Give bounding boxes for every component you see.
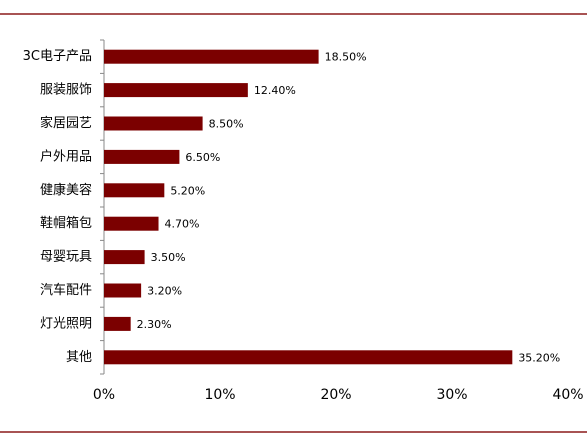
x-tick-label: 0% bbox=[93, 387, 115, 403]
bar bbox=[104, 250, 145, 265]
value-label: 3.50% bbox=[151, 251, 186, 264]
bar bbox=[104, 183, 165, 198]
bar bbox=[104, 316, 131, 331]
y-tick-label: 户外用品 bbox=[40, 148, 92, 164]
y-tick-label: 汽车配件 bbox=[40, 282, 92, 298]
value-label: 5.20% bbox=[170, 184, 205, 197]
value-label: 12.40% bbox=[254, 84, 296, 97]
bar bbox=[104, 116, 203, 131]
x-tick-label: 10% bbox=[204, 387, 235, 403]
value-label: 2.30% bbox=[137, 318, 172, 331]
x-tick-label: 30% bbox=[436, 387, 467, 403]
y-tick-label: 健康美容 bbox=[40, 182, 92, 198]
y-tick-label: 3C电子产品 bbox=[23, 49, 92, 64]
y-tick-label: 家居园艺 bbox=[40, 115, 92, 131]
value-label: 6.50% bbox=[185, 151, 220, 164]
y-tick-label: 鞋帽箱包 bbox=[40, 215, 92, 231]
value-label: 4.70% bbox=[165, 218, 200, 231]
y-tick-label: 服装服饰 bbox=[40, 83, 92, 98]
value-label: 18.50% bbox=[325, 51, 367, 64]
y-tick-label: 母婴玩具 bbox=[40, 250, 92, 265]
bar bbox=[104, 149, 180, 164]
x-tick-label: 40% bbox=[552, 387, 583, 403]
bar bbox=[104, 283, 142, 298]
bar bbox=[104, 83, 248, 98]
x-tick-label: 20% bbox=[320, 387, 351, 403]
y-tick-label: 其他 bbox=[66, 350, 92, 365]
value-label: 3.20% bbox=[147, 285, 182, 298]
value-label: 35.20% bbox=[518, 351, 560, 364]
bar bbox=[104, 216, 159, 231]
value-label: 8.50% bbox=[209, 118, 244, 131]
y-tick-label: 灯光照明 bbox=[40, 316, 92, 331]
bar bbox=[104, 350, 513, 365]
bar bbox=[104, 49, 319, 64]
